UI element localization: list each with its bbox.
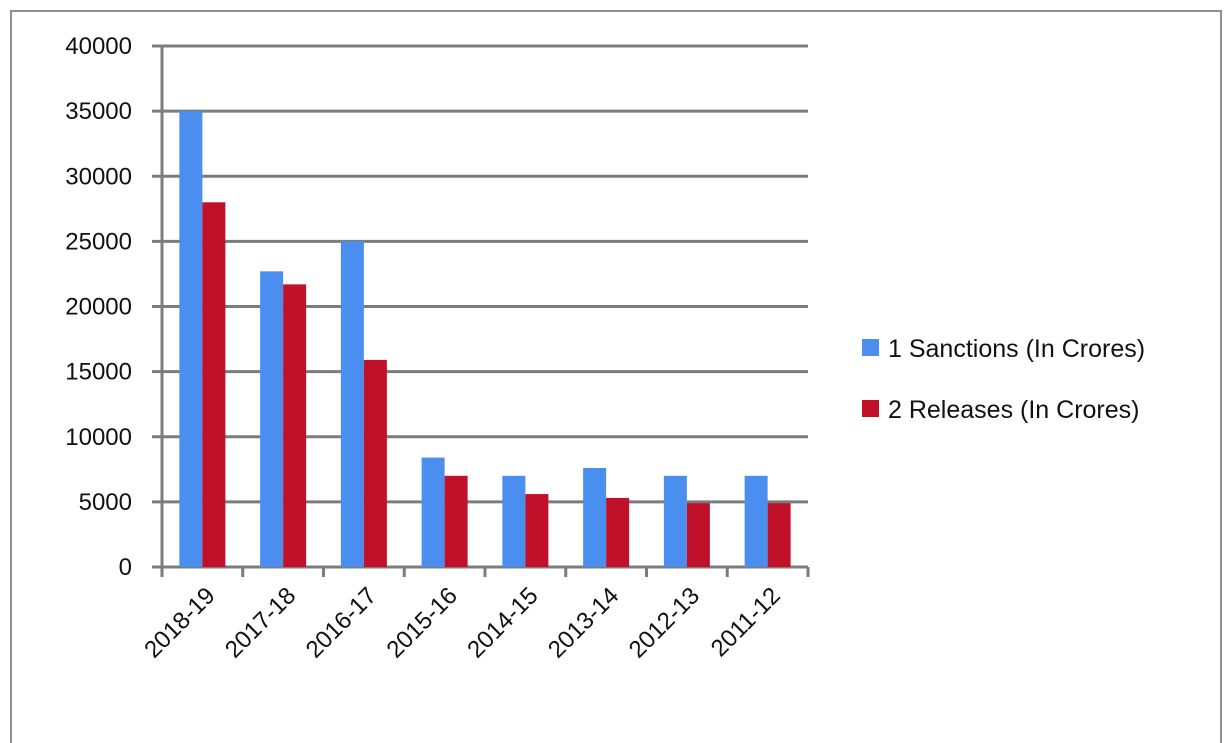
bar-releases-2017-18 <box>283 284 307 567</box>
x-tick-label: 2011-12 <box>706 582 786 662</box>
x-tick-label: 2018-19 <box>139 582 220 663</box>
bar-sanctions-2012-13 <box>663 475 687 567</box>
y-tick-label: 30000 <box>65 163 132 190</box>
bar-releases-2015-16 <box>444 475 468 567</box>
bar-releases-2011-12 <box>767 503 791 567</box>
legend-swatch-releases <box>862 400 879 417</box>
bar-releases-2016-17 <box>363 359 387 567</box>
bars <box>179 111 791 568</box>
bar-sanctions-2017-18 <box>260 271 284 567</box>
axes <box>152 44 810 577</box>
bar-releases-2018-19 <box>202 202 226 568</box>
legend-label-releases: 2 Releases (In Crores) <box>888 396 1139 424</box>
legend-swatch-sanctions <box>862 339 879 356</box>
bar-sanctions-2018-19 <box>179 111 203 567</box>
x-tick-label: 2012-13 <box>624 582 705 663</box>
tick-labels: 0 5000 10000 15000 20000 25000 30000 35000 40000… <box>65 33 786 664</box>
bar-sanctions-2011-12 <box>744 475 768 567</box>
legend-label-sanctions: 1 Sanctions (In Crores) <box>888 335 1145 363</box>
bar-releases-2013-14 <box>606 497 630 567</box>
x-tick-label: 2017-18 <box>220 582 301 663</box>
gridlines <box>162 44 808 504</box>
x-tick-label: 2015-16 <box>381 582 462 663</box>
bar-sanctions-2015-16 <box>421 457 445 567</box>
y-tick-label: 40000 <box>65 33 132 60</box>
y-tick-label: 20000 <box>65 294 132 321</box>
bar-sanctions-2014-15 <box>502 475 526 567</box>
y-tick-label: 5000 <box>79 489 132 516</box>
bar-releases-2012-13 <box>686 503 710 567</box>
y-tick-label: 15000 <box>65 359 132 386</box>
y-tick-label: 35000 <box>65 98 132 125</box>
y-tick-label: 25000 <box>65 228 132 255</box>
y-tick-label: 10000 <box>65 424 132 451</box>
bar-sanctions-2016-17 <box>340 241 364 567</box>
x-tick-label: 2013-14 <box>543 582 624 663</box>
bar-sanctions-2013-14 <box>583 468 607 567</box>
y-tick-label: 0 <box>119 554 132 581</box>
bar-releases-2014-15 <box>525 494 549 567</box>
x-tick-label: 2014-15 <box>462 582 543 663</box>
legend: 1 Sanctions (In Crores) 2 Releases (In Cr… <box>862 335 1145 424</box>
x-tick-label: 2016-17 <box>301 582 382 663</box>
